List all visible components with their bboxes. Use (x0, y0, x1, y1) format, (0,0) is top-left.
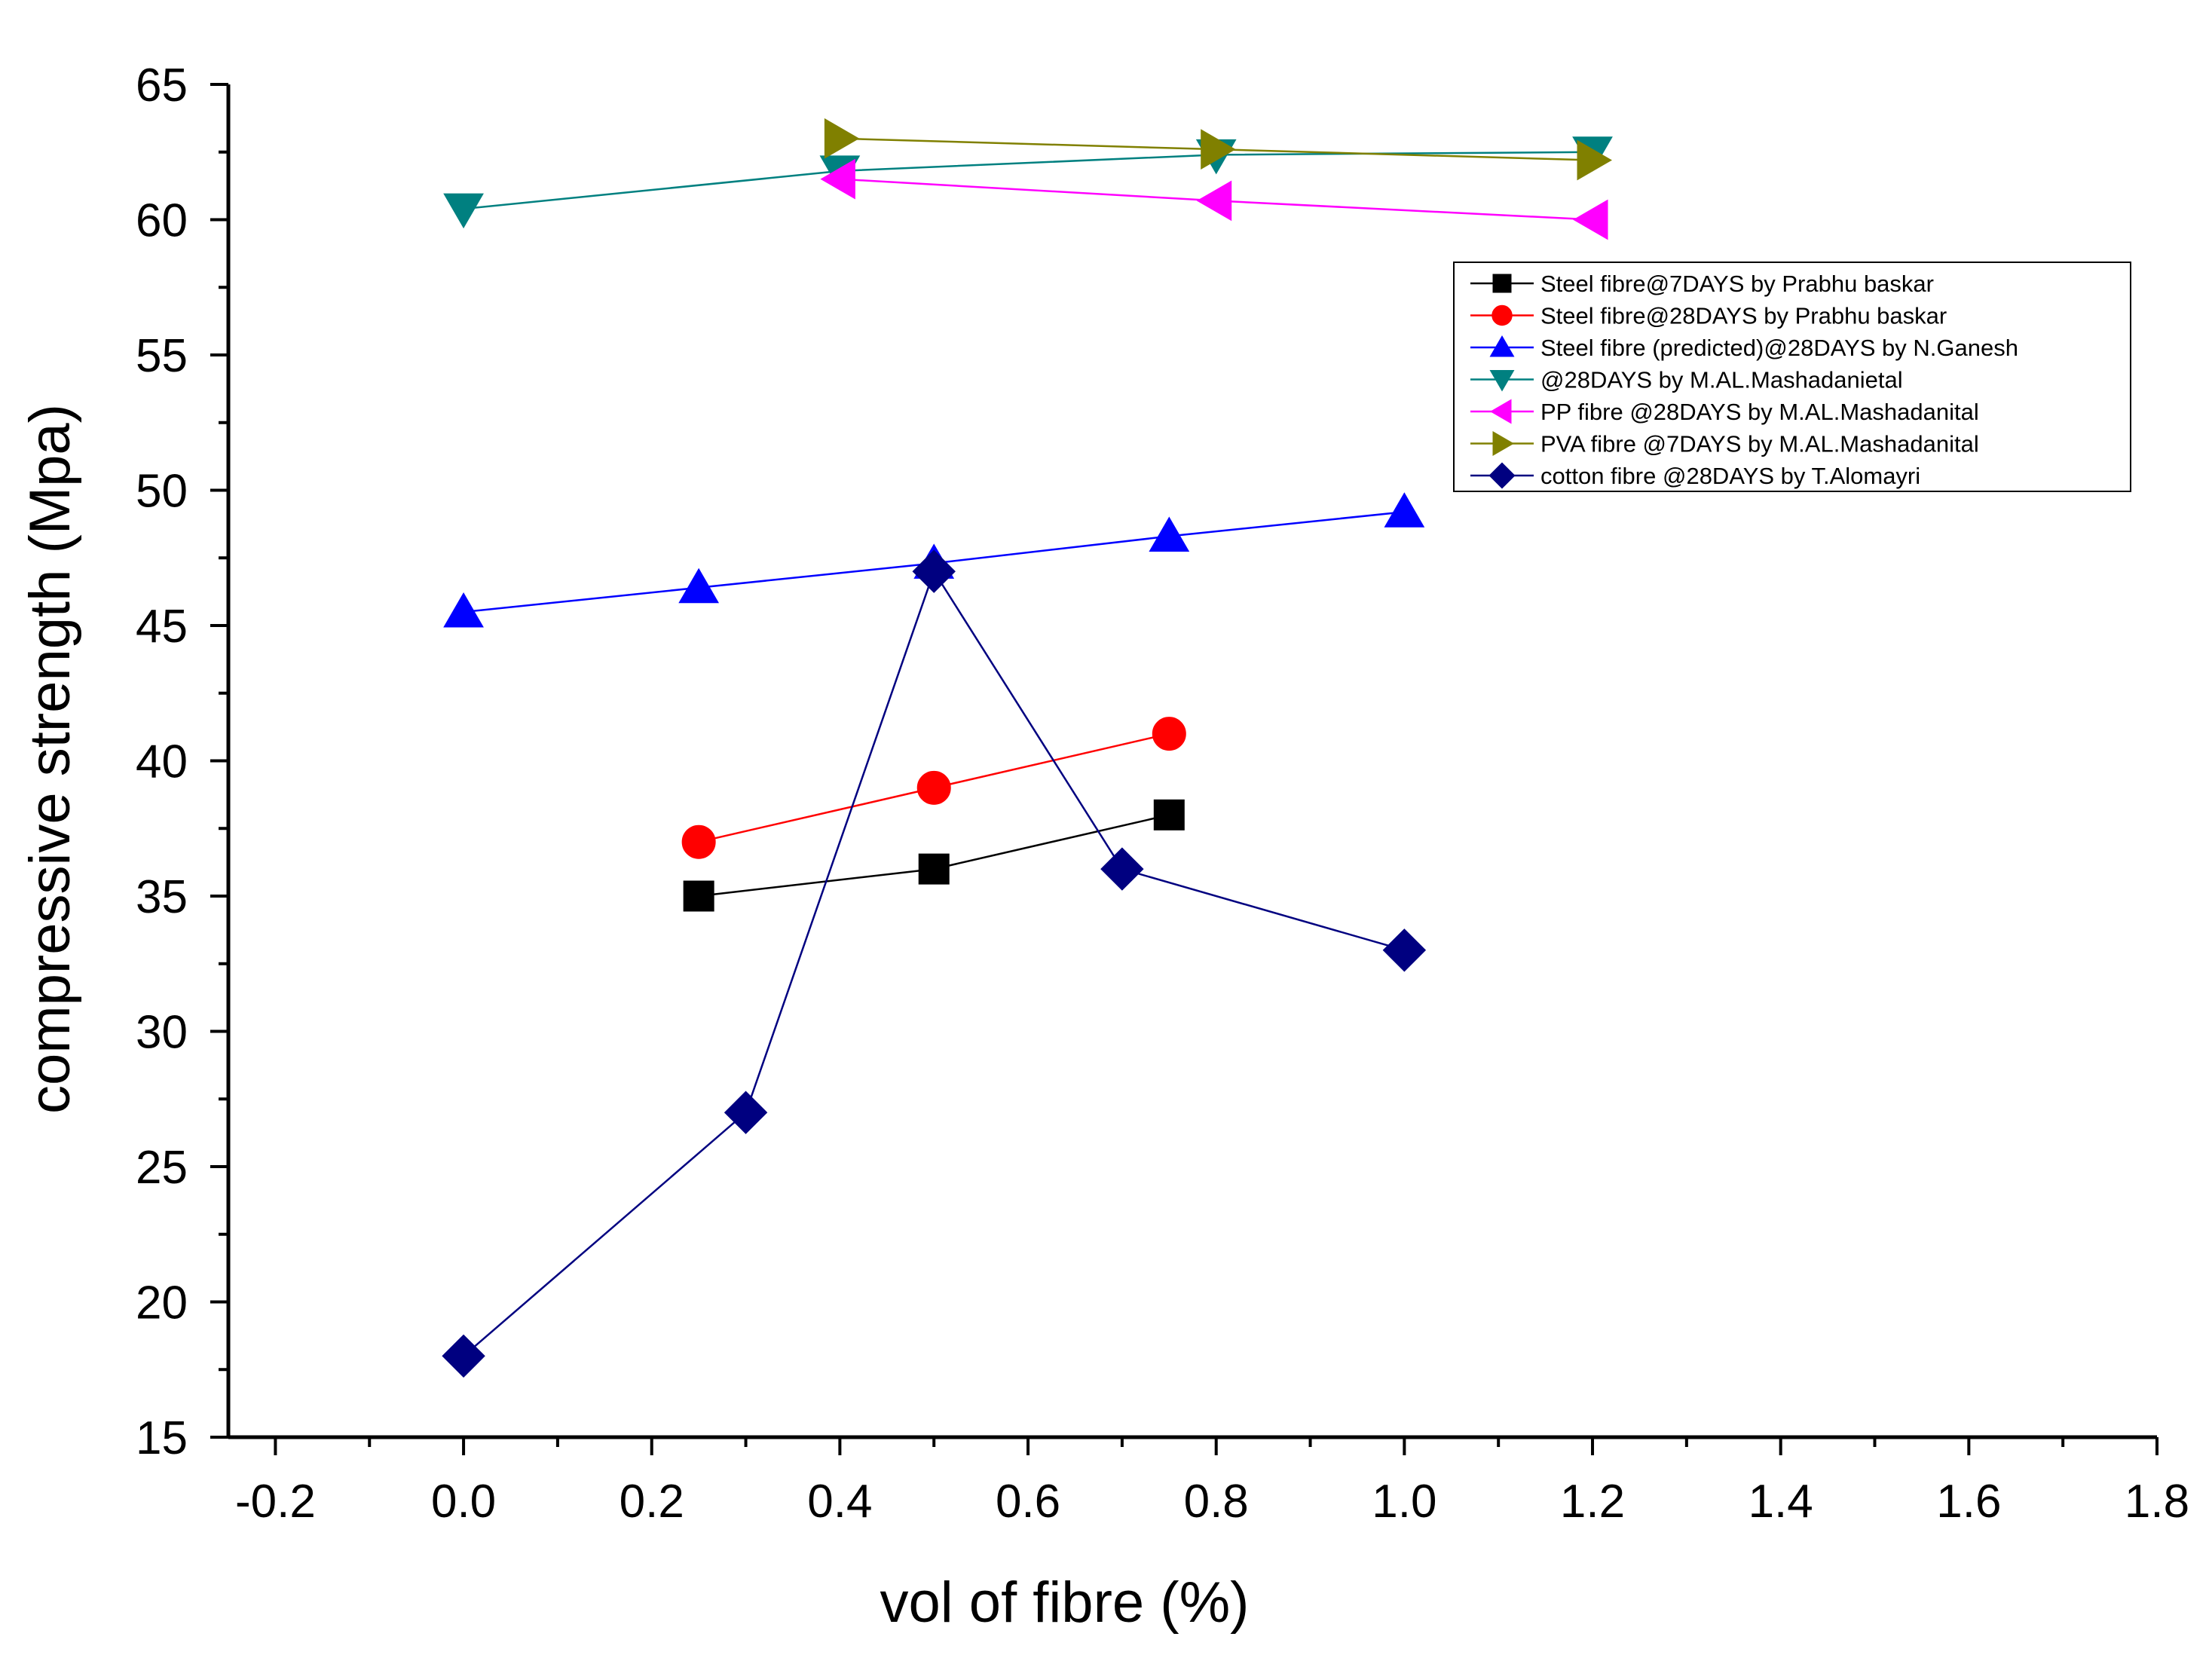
legend-item: Steel fibre@28DAYS by Prabhu baskar (1470, 303, 1947, 329)
x-tick-label: 1.8 (2125, 1476, 2189, 1528)
data-point (678, 567, 720, 604)
legend-label: cotton fibre @28DAYS by T.Alomayri (1540, 463, 1920, 489)
y-tick-label: 60 (136, 195, 188, 247)
legend-marker (1492, 274, 1512, 293)
x-tick-label: 0.0 (431, 1476, 496, 1528)
series-5 (820, 158, 1608, 240)
legend-label: PVA fibre @7DAYS by M.AL.Mashadanital (1540, 431, 1979, 457)
data-point (1382, 928, 1427, 972)
legend-marker (1489, 370, 1515, 392)
data-point (1201, 129, 1236, 170)
x-tick-label: 0.4 (807, 1476, 872, 1528)
y-tick-label: 50 (136, 466, 188, 518)
series-7 (442, 549, 1427, 1378)
data-point (1100, 847, 1144, 891)
x-tick-label: 1.2 (1560, 1476, 1625, 1528)
x-tick-label: 0.6 (996, 1476, 1060, 1528)
y-axis-title: compressive strength (Mpa) (18, 404, 82, 1114)
series-6 (824, 118, 1613, 181)
data-point (916, 770, 951, 805)
data-point (1573, 199, 1608, 240)
data-point (683, 880, 714, 912)
plot-series (442, 118, 1613, 1378)
data-point (918, 853, 950, 885)
data-point (1577, 139, 1613, 181)
y-tick-label: 25 (136, 1142, 188, 1194)
legend-marker (1491, 304, 1513, 326)
data-point (1152, 717, 1186, 751)
legend-label: PP fibre @28DAYS by M.AL.Mashadanital (1540, 399, 1979, 425)
x-tick-label: 1.6 (1936, 1476, 2001, 1528)
legend-box (1453, 262, 2131, 492)
legend: Steel fibre@7DAYS by Prabhu baskar Steel … (1453, 262, 2131, 492)
legend-label: Steel fibre@28DAYS by Prabhu baskar (1540, 303, 1947, 329)
legend-label: Steel fibre (predicted)@28DAYS by N.Gane… (1540, 335, 2018, 361)
legend-item: Steel fibre (predicted)@28DAYS by N.Gane… (1470, 335, 2018, 361)
data-point (824, 118, 860, 159)
y-tick-label: 20 (136, 1277, 188, 1329)
legend-item: cotton fibre @28DAYS by T.Alomayri (1470, 462, 1920, 489)
y-tick-label: 45 (136, 601, 188, 653)
legend-item: Steel fibre@7DAYS by Prabhu baskar (1470, 271, 1934, 297)
series-2 (681, 717, 1186, 859)
x-tick-label: 1.0 (1372, 1476, 1436, 1528)
data-point (1149, 516, 1190, 552)
x-axis-title: vol of fibre (%) (880, 1571, 1250, 1635)
legend-label: Steel fibre@7DAYS by Prabhu baskar (1540, 271, 1934, 297)
axes: -0.2 0.0 0.2 0.4 0.6 0.8 1.0 1.2 1.4 1.6 1.8 15 20 25… (136, 60, 2189, 1528)
legend-marker (1490, 399, 1512, 424)
data-point (724, 1091, 768, 1134)
x-tick-label: 0.8 (1184, 1476, 1249, 1528)
data-point (443, 592, 484, 628)
legend-marker (1492, 431, 1514, 456)
legend-item: PVA fibre @7DAYS by M.AL.Mashadanital (1470, 431, 1979, 457)
y-tick-label: 65 (136, 60, 188, 112)
data-point (912, 549, 956, 593)
legend-item: @28DAYS by M.AL.Mashadanietal (1470, 367, 1903, 393)
x-tick-label: 1.4 (1748, 1476, 1813, 1528)
data-point (681, 824, 716, 859)
legend-label: @28DAYS by M.AL.Mashadanietal (1540, 367, 1903, 393)
data-point (1384, 492, 1425, 528)
data-point (1196, 180, 1232, 222)
y-tick-label: 30 (136, 1007, 188, 1059)
data-point (442, 1334, 485, 1378)
y-tick-label: 40 (136, 736, 188, 788)
data-point (1153, 799, 1185, 831)
series-1 (683, 799, 1185, 912)
data-point (443, 193, 484, 229)
data-point (820, 158, 855, 200)
y-tick-label: 55 (136, 330, 188, 382)
y-tick-label: 15 (136, 1412, 188, 1464)
legend-marker (1488, 462, 1516, 489)
series-line (463, 151, 1593, 210)
x-tick-label: -0.2 (235, 1476, 316, 1528)
y-tick-label: 35 (136, 871, 188, 923)
x-tick-label: 0.2 (620, 1476, 684, 1528)
legend-item: PP fibre @28DAYS by M.AL.Mashadanital (1470, 399, 1979, 425)
legend-marker (1489, 335, 1515, 357)
